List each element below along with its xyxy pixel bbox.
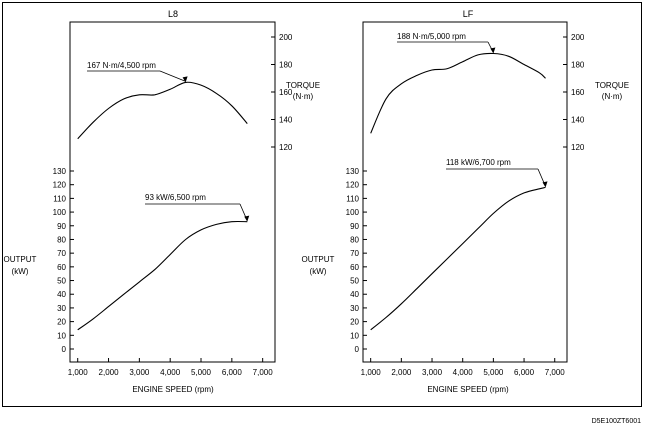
output-axis-unit: (kW) <box>12 267 29 276</box>
output-tick-label: 0 <box>62 345 67 354</box>
x-tick-label: 1,000 <box>361 368 382 377</box>
chart-panel-lf: LF 1,000 2,000 3,000 4,000 5,000 6,000 7,000 ENG… <box>302 9 629 394</box>
chart-panel-l8: L8 1,000 2,000 3,000 4,000 5,000 6,000 7,000 ENG… <box>4 9 320 394</box>
output-tick-label: 80 <box>57 235 66 244</box>
output-tick-label: 130 <box>53 167 67 176</box>
output-tick-label: 20 <box>350 318 359 327</box>
x-tick-label: 7,000 <box>545 368 566 377</box>
plot-area-border <box>362 21 568 363</box>
output-peak-label: 93 kW/6,500 rpm <box>145 193 206 202</box>
figure-frame <box>2 2 642 407</box>
torque-tick-label: 120 <box>571 143 585 152</box>
leader-arrowhead <box>182 76 188 83</box>
figure-code: D5E100ZT6001 <box>591 418 641 425</box>
x-tick-label: 1,000 <box>68 368 89 377</box>
output-tick-label: 10 <box>350 331 359 340</box>
chart-title: L8 <box>168 9 178 19</box>
x-tick-label: 2,000 <box>99 368 120 377</box>
output-curve <box>77 220 248 331</box>
output-tick-label: 10 <box>57 331 66 340</box>
x-axis-label: ENGINE SPEED (rpm) <box>132 385 214 394</box>
torque-axis-unit: (N·m) <box>602 92 623 101</box>
torque-tick-label: 160 <box>571 88 585 97</box>
torque-tick-label: 160 <box>279 88 293 97</box>
torque-axis-label: TORQUE <box>286 81 320 90</box>
torque-peak-label: 188 N·m/5,000 rpm <box>397 32 466 41</box>
output-tick-label: 70 <box>350 249 359 258</box>
output-tick-label: 70 <box>57 249 66 258</box>
output-tick-label: 100 <box>53 208 67 217</box>
torque-peak-label: 167 N·m/4,500 rpm <box>87 61 156 70</box>
x-tick-label: 5,000 <box>483 368 504 377</box>
x-tick-label: 6,000 <box>514 368 535 377</box>
output-tick-label: 120 <box>53 181 67 190</box>
output-tick-label: 60 <box>57 263 66 272</box>
x-tick-label: 7,000 <box>253 368 274 377</box>
torque-tick-label: 180 <box>279 61 293 70</box>
leader-arrowhead <box>244 215 250 222</box>
chart-title: LF <box>463 9 474 19</box>
torque-curve <box>77 81 248 140</box>
leader-line <box>159 70 186 82</box>
leader-arrowhead <box>542 181 548 188</box>
x-tick-label: 2,000 <box>391 368 412 377</box>
torque-tick-label: 120 <box>279 143 293 152</box>
output-axis-unit: (kW) <box>310 267 327 276</box>
output-tick-label: 0 <box>355 345 360 354</box>
torque-axis-label: TORQUE <box>595 81 629 90</box>
torque-axis-unit: (N·m) <box>293 92 314 101</box>
x-axis-label: ENGINE SPEED (rpm) <box>427 385 509 394</box>
output-tick-label: 40 <box>350 290 359 299</box>
plot-area-border <box>69 21 276 363</box>
torque-tick-label: 200 <box>279 33 293 42</box>
output-tick-label: 90 <box>350 222 359 231</box>
output-tick-label: 50 <box>350 277 359 286</box>
x-tick-label: 4,000 <box>160 368 181 377</box>
torque-tick-label: 140 <box>279 116 293 125</box>
output-tick-label: 120 <box>346 181 360 190</box>
torque-tick-label: 200 <box>571 33 585 42</box>
torque-tick-label: 180 <box>571 61 585 70</box>
output-tick-label: 110 <box>53 194 66 203</box>
x-tick-label: 6,000 <box>222 368 243 377</box>
output-tick-label: 60 <box>350 263 359 272</box>
x-tick-label: 3,000 <box>129 368 150 377</box>
output-axis-label: OUTPUT <box>4 255 37 264</box>
leader-arrowhead <box>490 47 496 54</box>
torque-tick-label: 140 <box>571 116 585 125</box>
output-tick-label: 110 <box>346 194 359 203</box>
x-tick-label: 5,000 <box>191 368 212 377</box>
output-tick-label: 40 <box>57 290 66 299</box>
output-tick-label: 100 <box>346 208 360 217</box>
x-tick-label: 3,000 <box>422 368 443 377</box>
output-axis-label: OUTPUT <box>302 255 335 264</box>
output-tick-label: 90 <box>57 222 66 231</box>
output-tick-label: 50 <box>57 277 66 286</box>
output-tick-label: 20 <box>57 318 66 327</box>
output-tick-label: 80 <box>350 235 359 244</box>
x-tick-label: 4,000 <box>453 368 474 377</box>
output-curve <box>370 186 546 331</box>
output-tick-label: 30 <box>350 304 359 313</box>
output-tick-label: 130 <box>346 167 360 176</box>
output-peak-label: 118 kW/6,700 rpm <box>446 158 511 167</box>
output-tick-label: 30 <box>57 304 66 313</box>
torque-curve <box>370 52 546 134</box>
